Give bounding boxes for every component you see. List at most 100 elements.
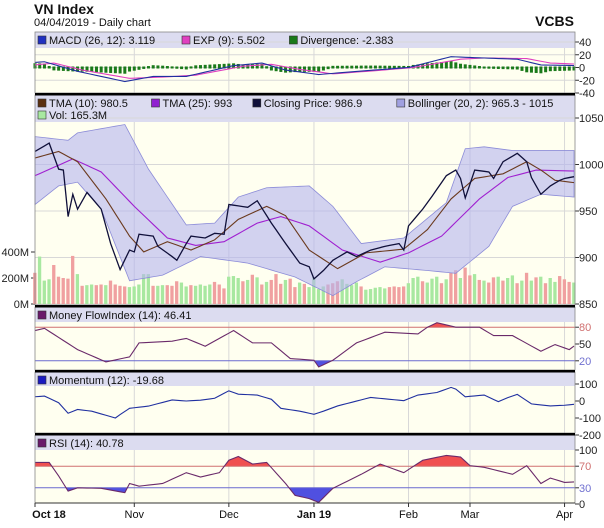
divergence-bar — [85, 66, 89, 72]
divergence-bar — [340, 65, 344, 69]
mfi-legend-band — [35, 307, 575, 322]
divergence-bar — [572, 66, 576, 71]
volume-bar — [99, 284, 103, 304]
volume-bar — [52, 265, 56, 304]
momentum-y-tick-label: -200 — [579, 430, 601, 442]
x-tick-label: Nov — [125, 509, 145, 521]
rsi-line — [35, 454, 575, 504]
rsi-y-tick-label: 100 — [579, 445, 597, 457]
volume-bar — [184, 286, 188, 304]
volume-bar — [193, 285, 198, 304]
volume-bar — [534, 277, 538, 304]
volume-bar — [165, 285, 169, 304]
divergence-bar — [473, 65, 477, 69]
volume-bar — [572, 282, 576, 304]
volume-bar — [477, 279, 481, 304]
price-panel: 1050 1000 950 900 850 TMA (10): 980.5 TMA (25)… — [1, 94, 603, 311]
divergence-bar — [515, 66, 519, 70]
legend-swatch — [252, 98, 262, 108]
volume-bar — [47, 279, 51, 304]
volume-bar — [430, 278, 434, 304]
volume-bar — [392, 286, 396, 304]
divergence-bar — [250, 64, 254, 69]
divergence-bar — [203, 64, 207, 69]
volume-bar — [297, 282, 302, 304]
divergence-bar — [71, 66, 75, 72]
divergence-bar — [355, 65, 359, 69]
volume-bar — [255, 277, 259, 304]
divergence-bar — [359, 65, 363, 69]
volume-bar — [387, 287, 392, 304]
macd-y-tick-label: 40 — [579, 37, 591, 49]
volume-bar — [548, 278, 552, 304]
volume-bar — [539, 276, 543, 304]
volume-bar — [340, 279, 344, 304]
divergence-bar — [161, 65, 165, 69]
volume-bar — [472, 274, 477, 304]
divergence-bar — [454, 62, 458, 69]
panel-separator — [35, 370, 575, 373]
divergence-bar — [435, 62, 439, 69]
legend-label: TMA (10): 980.5 — [49, 98, 128, 110]
legend-label: Bollinger (20, 2): 965.3 - 1015 — [408, 98, 554, 110]
volume-bar — [61, 278, 65, 304]
momentum-panel: 100 0 -100 -200 Momentum (12): -19.68 — [34, 371, 601, 442]
volume-bar — [42, 280, 46, 304]
volume-bar — [108, 280, 113, 304]
x-tick-label: Apr — [556, 509, 573, 521]
volume-bar — [307, 287, 311, 304]
panel-separator — [35, 433, 575, 436]
divergence-bar — [506, 66, 510, 70]
divergence-bar — [440, 62, 444, 69]
volume-bar — [123, 286, 127, 304]
volume-bar — [279, 283, 283, 304]
x-tick-label: Dec — [219, 509, 239, 521]
volume-bar — [217, 284, 221, 304]
volume-bar — [288, 278, 292, 304]
divergence-bar — [189, 66, 193, 69]
momentum-y-tick-label: 100 — [579, 379, 597, 391]
divergence-bar — [321, 66, 325, 71]
divergence-bar — [274, 66, 278, 72]
divergence-bar — [539, 66, 543, 74]
divergence-bar — [184, 66, 188, 70]
legend-label: Vol: 165.3M — [49, 110, 107, 122]
mfi-y-tick-label: 80 — [579, 322, 591, 334]
volume-bar — [151, 285, 155, 304]
volume-bar — [562, 279, 567, 304]
volume-bar — [113, 284, 117, 304]
divergence-bar — [468, 64, 472, 69]
volume-bar — [269, 279, 273, 304]
divergence-bar — [99, 66, 103, 73]
volume-bar — [482, 280, 486, 304]
divergence-bar — [47, 65, 51, 69]
legend-swatch — [37, 35, 47, 45]
divergence-bar — [132, 66, 136, 71]
volume-bar — [260, 284, 264, 304]
tma-10--line — [34, 150, 575, 270]
volume-bar — [283, 279, 288, 304]
divergence-bar — [57, 66, 61, 71]
volume-bar — [543, 283, 548, 304]
divergence-bar — [90, 66, 94, 72]
brand-label: VCBS — [535, 13, 574, 29]
divergence-bar — [307, 66, 311, 72]
volume-bar — [397, 287, 401, 304]
divergence-bar — [118, 66, 122, 74]
divergence-bar — [520, 66, 524, 71]
divergence-bar — [544, 66, 548, 73]
volume-bar — [264, 281, 269, 304]
volume-bar — [85, 285, 89, 304]
rsi-panel: 100 70 30 0 RSI (14): 40.78 — [34, 434, 597, 511]
volume-bar — [510, 275, 515, 304]
x-tick-label: Mar — [461, 509, 480, 521]
volume-bar — [496, 276, 500, 304]
price-y-tick-label: 950 — [579, 206, 597, 218]
legend-swatch — [37, 438, 47, 448]
divergence-bar — [496, 66, 500, 69]
volume-bar — [250, 274, 254, 304]
volume-tick-label: 0M — [14, 299, 29, 311]
volume-bar — [411, 278, 415, 304]
volume-bar — [175, 281, 179, 304]
volume-bar — [160, 285, 165, 304]
